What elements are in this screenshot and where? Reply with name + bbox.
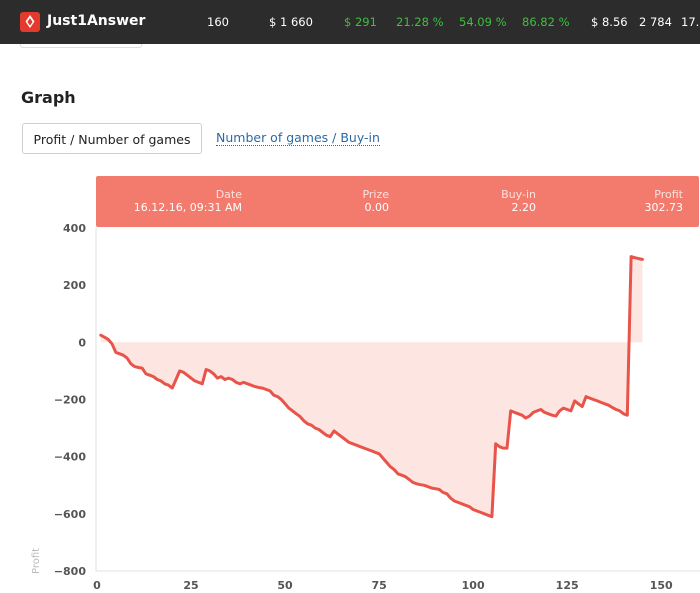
stat-extra: 17.5 [681, 15, 700, 29]
tooltip-profit-value: 302.73 [644, 201, 684, 214]
y-tick-label: 0 [78, 336, 86, 349]
tooltip-date-value: 16.12.16, 09:31 AM [133, 201, 242, 214]
x-tick-label: 0 [93, 579, 101, 592]
stat-profit: $ 291 [344, 15, 377, 29]
tooltip-prize-label: Prize [362, 188, 389, 201]
tooltip-buyin: Buy-in 2.20 [501, 188, 536, 215]
top-bar: Just1Answer 160 $ 1 660 $ 291 21.28 % 54… [0, 0, 700, 44]
header-tab-edge [20, 44, 142, 48]
tab-profit-games[interactable]: Profit / Number of games [22, 123, 202, 154]
x-tick-label: 75 [371, 579, 386, 592]
tooltip-date-label: Date [215, 188, 242, 201]
point-tooltip: Date 16.12.16, 09:31 AM Prize 0.00 Buy-i… [96, 176, 699, 227]
tooltip-prize-value: 0.00 [364, 201, 390, 214]
x-tick-label: 50 [277, 579, 293, 592]
y-tick-label: −200 [54, 394, 87, 407]
tab-games-buyin[interactable]: Number of games / Buy-in [216, 130, 380, 146]
pokerstars-logo-icon [20, 12, 40, 32]
tooltip-buyin-value: 2.20 [511, 201, 537, 214]
tooltip-date: Date 16.12.16, 09:31 AM [134, 188, 242, 215]
player-name[interactable]: Just1Answer [47, 13, 146, 29]
stat-field: 2 784 [639, 15, 672, 29]
stat-percent: 86.82 % [522, 15, 570, 29]
stat-itm: 54.09 % [459, 15, 507, 29]
stat-games: 160 [207, 15, 229, 29]
y-axis-title: Profit [31, 548, 42, 574]
tooltip-profit-label: Profit [654, 188, 683, 201]
y-tick-label: 400 [63, 222, 86, 235]
y-tick-label: 200 [63, 279, 86, 292]
profit-area-fill [100, 256, 643, 517]
x-tick-label: 150 [650, 579, 673, 592]
x-tick-label: 25 [183, 579, 198, 592]
stat-buyins: $ 1 660 [269, 15, 313, 29]
y-tick-label: −400 [54, 451, 87, 464]
x-tick-label: 125 [556, 579, 579, 592]
y-tick-label: −800 [54, 565, 87, 578]
tooltip-profit: Profit 302.73 [645, 188, 684, 215]
stat-avg-buyin: $ 8.56 [591, 15, 628, 29]
tooltip-prize: Prize 0.00 [362, 188, 389, 215]
y-tick-label: −600 [54, 508, 87, 521]
x-tick-label: 100 [462, 579, 485, 592]
stat-roi: 21.28 % [396, 15, 444, 29]
graph-title: Graph [21, 88, 76, 107]
tooltip-buyin-label: Buy-in [501, 188, 536, 201]
profit-line[interactable] [99, 255, 644, 519]
